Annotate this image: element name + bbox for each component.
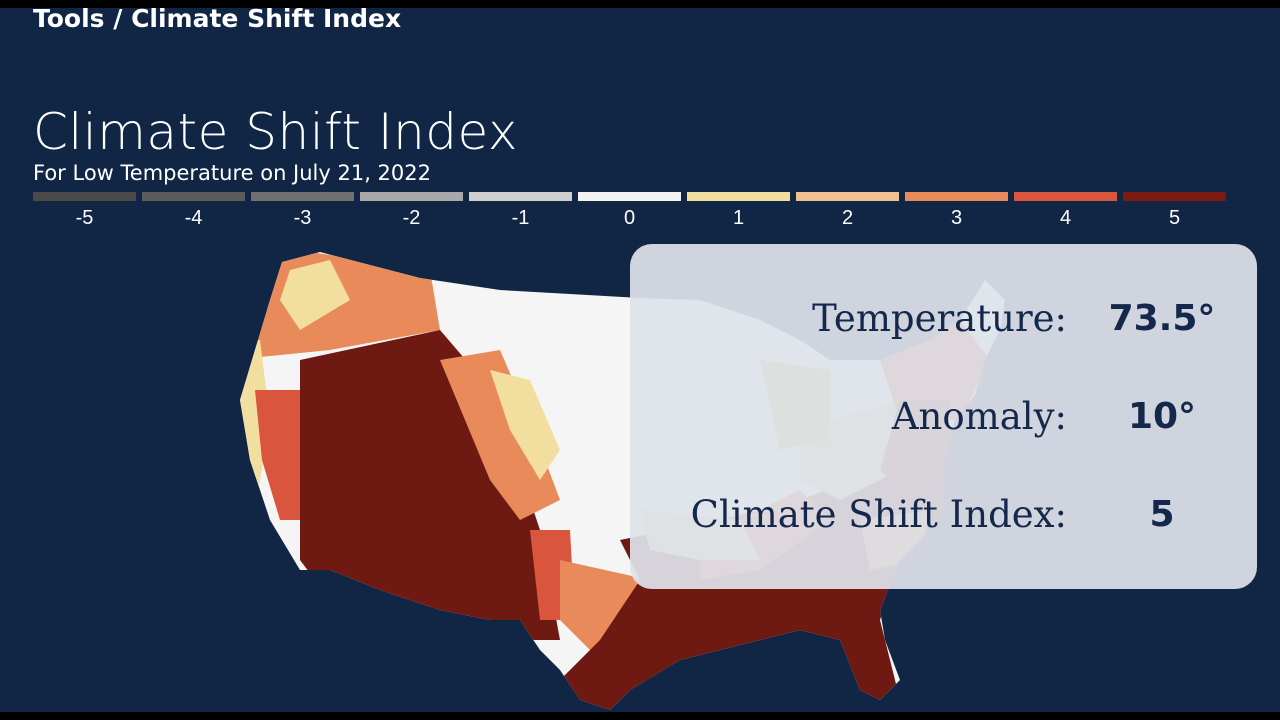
page-subtitle: For Low Temperature on July 21, 2022 (33, 161, 432, 185)
legend-label: 5 (1168, 207, 1181, 229)
region-california (255, 390, 310, 520)
legend-label: -5 (75, 207, 94, 229)
legend-label: -3 (293, 207, 312, 229)
region-plains-2 (490, 370, 560, 480)
temperature-label: Temperature: (812, 297, 1067, 340)
anomaly-label: Anomaly: (891, 395, 1067, 438)
legend-swatch (1014, 192, 1117, 201)
legend-item: 3 (905, 192, 1008, 230)
region-wa (280, 260, 350, 330)
temperature-row: Temperature: 73.5° (812, 296, 1257, 342)
legend-swatch (796, 192, 899, 201)
legend-item: 5 (1123, 192, 1226, 230)
legend-swatch (360, 192, 463, 201)
legend-swatch (469, 192, 572, 201)
legend-label: -4 (184, 207, 203, 229)
legend-item: -3 (251, 192, 354, 230)
legend-item: 4 (1014, 192, 1117, 230)
legend-swatch (578, 192, 681, 201)
legend-swatch (687, 192, 790, 201)
legend-label: 1 (732, 207, 745, 229)
legend-label: 0 (623, 207, 636, 229)
legend-item: -5 (33, 192, 136, 230)
legend-item: -2 (360, 192, 463, 230)
legend-item: -4 (142, 192, 245, 230)
legend-item: -1 (469, 192, 572, 230)
legend-label: 3 (950, 207, 963, 229)
legend-item: 2 (796, 192, 899, 230)
legend-item: 0 (578, 192, 681, 230)
color-legend: -5 -4 -3 -2 -1 0 1 2 3 4 5 (33, 192, 1226, 230)
csi-value: 5 (1149, 494, 1175, 535)
csi-row: Climate Shift Index: 5 (691, 492, 1257, 538)
legend-label: 4 (1059, 207, 1072, 229)
legend-swatch (905, 192, 1008, 201)
legend-label: -1 (511, 207, 530, 229)
legend-swatch (251, 192, 354, 201)
legend-swatch (33, 192, 136, 201)
info-panel: Temperature: 73.5° Anomaly: 10° Climate … (630, 244, 1257, 589)
temperature-value: 73.5° (1108, 298, 1216, 339)
breadcrumb[interactable]: Tools / Climate Shift Index (33, 8, 402, 33)
anomaly-value: 10° (1127, 396, 1197, 437)
page-title: Climate Shift Index (33, 103, 518, 161)
region-plains (440, 350, 560, 520)
legend-label: -2 (402, 207, 421, 229)
climate-shift-index-page: Tools / Climate Shift Index Climate Shif… (0, 8, 1280, 712)
anomaly-row: Anomaly: 10° (892, 394, 1257, 440)
csi-label: Climate Shift Index: (690, 493, 1067, 536)
legend-item: 1 (687, 192, 790, 230)
legend-swatch (1123, 192, 1226, 201)
legend-swatch (142, 192, 245, 201)
legend-label: 2 (841, 207, 854, 229)
